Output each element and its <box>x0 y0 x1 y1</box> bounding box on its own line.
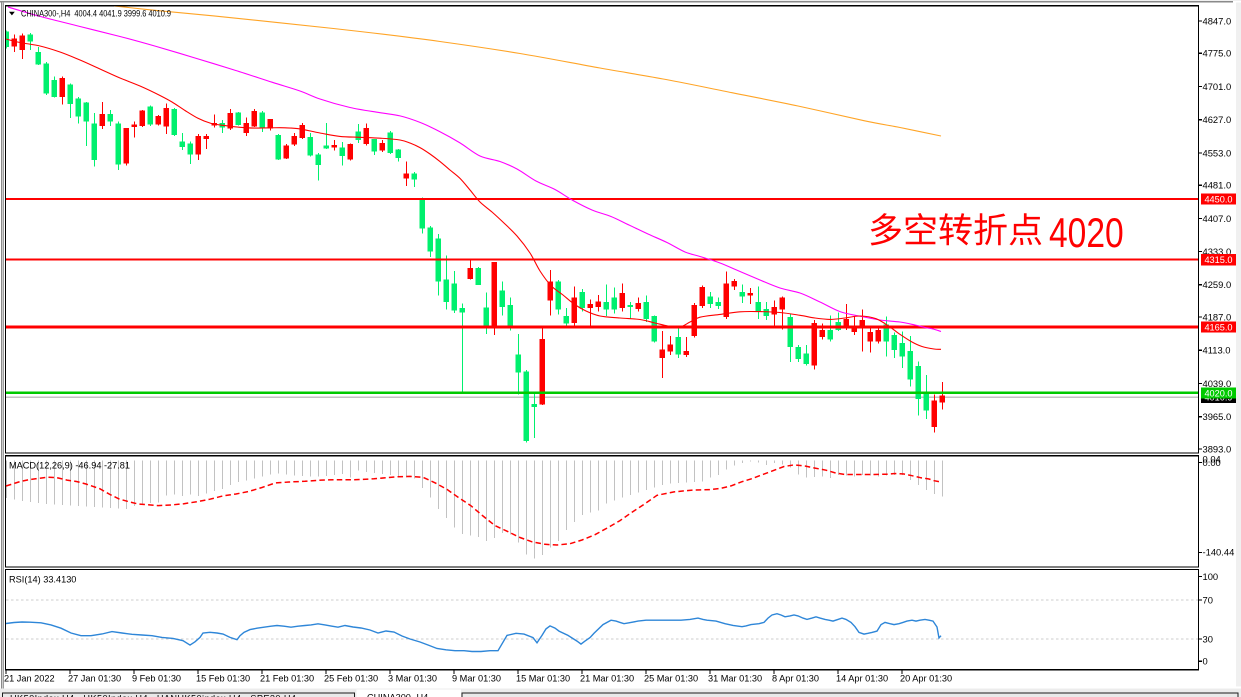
svg-text:15 Mar 01:30: 15 Mar 01:30 <box>516 674 570 684</box>
svg-text:4333.0: 4333.0 <box>1203 246 1232 257</box>
svg-text:4187.0: 4187.0 <box>1203 312 1232 323</box>
svg-text:31 Mar 01:30: 31 Mar 01:30 <box>708 674 762 684</box>
svg-text:0: 0 <box>1203 656 1208 667</box>
svg-text:4701.0: 4701.0 <box>1203 81 1232 92</box>
svg-text:21 Jan 2022: 21 Jan 2022 <box>4 674 55 684</box>
svg-text:4627.0: 4627.0 <box>1203 114 1232 125</box>
svg-text:4020.0: 4020.0 <box>1204 388 1232 398</box>
svg-text:100: 100 <box>1203 571 1219 582</box>
svg-text:4407.0: 4407.0 <box>1203 213 1232 224</box>
svg-text:21 Feb 01:30: 21 Feb 01:30 <box>260 674 314 684</box>
svg-text:30: 30 <box>1203 633 1213 644</box>
svg-text:HK50Index,H4 HK50Index,H4: HK50Index,H4 HK50Index,H4 HANHK50index,H… <box>10 693 296 697</box>
svg-text:15 Feb 01:30: 15 Feb 01:30 <box>196 674 250 684</box>
svg-text:0.00: 0.00 <box>1203 457 1221 468</box>
svg-text:RSI(14) 33.4130: RSI(14) 33.4130 <box>9 575 76 585</box>
svg-text:25 Feb 01:30: 25 Feb 01:30 <box>324 674 378 684</box>
svg-text:20 Apr 01:30: 20 Apr 01:30 <box>900 674 952 684</box>
svg-text:4259.0: 4259.0 <box>1203 279 1232 290</box>
svg-text:0.04: 0.04 <box>1203 454 1221 465</box>
svg-text:3893.0: 3893.0 <box>1203 443 1232 454</box>
svg-text:4450.0: 4450.0 <box>1204 195 1232 205</box>
svg-text:4553.0: 4553.0 <box>1203 147 1232 158</box>
svg-text:4847.0: 4847.0 <box>1203 15 1232 26</box>
svg-text:4481.0: 4481.0 <box>1203 180 1232 191</box>
svg-text:9 Feb 01:30: 9 Feb 01:30 <box>132 674 181 684</box>
svg-text:CHINA300-,H4 4004.4 4041.9 39: CHINA300-,H4 4004.4 4041.9 3999.6 4010.9 <box>21 8 171 19</box>
svg-text:3 Mar 01:30: 3 Mar 01:30 <box>388 674 437 684</box>
svg-text:4113.0: 4113.0 <box>1203 345 1231 356</box>
svg-text:8 Apr 01:30: 8 Apr 01:30 <box>772 674 819 684</box>
svg-text:4020: 4020 <box>1049 211 1124 257</box>
svg-text:4315.0: 4315.0 <box>1204 255 1232 265</box>
svg-text:9 Mar 01:30: 9 Mar 01:30 <box>452 674 501 684</box>
svg-text:14 Apr 01:30: 14 Apr 01:30 <box>836 674 888 684</box>
svg-text:21 Mar 01:30: 21 Mar 01:30 <box>580 674 634 684</box>
svg-text:4039.0: 4039.0 <box>1203 378 1232 389</box>
svg-text:-140.44: -140.44 <box>1203 547 1235 558</box>
svg-text:3965.0: 3965.0 <box>1203 411 1232 422</box>
svg-text:MACD(12,26,9) -46.94 -27.81: MACD(12,26,9) -46.94 -27.81 <box>9 461 130 471</box>
svg-text:CHINA300-,H4: CHINA300-,H4 <box>367 693 428 697</box>
svg-text:4165.0: 4165.0 <box>1204 322 1232 332</box>
svg-text:70: 70 <box>1203 594 1213 605</box>
svg-text:25 Mar 01:30: 25 Mar 01:30 <box>644 674 698 684</box>
svg-text:27 Jan 01:30: 27 Jan 01:30 <box>68 674 121 684</box>
svg-text:4775.0: 4775.0 <box>1203 48 1232 59</box>
